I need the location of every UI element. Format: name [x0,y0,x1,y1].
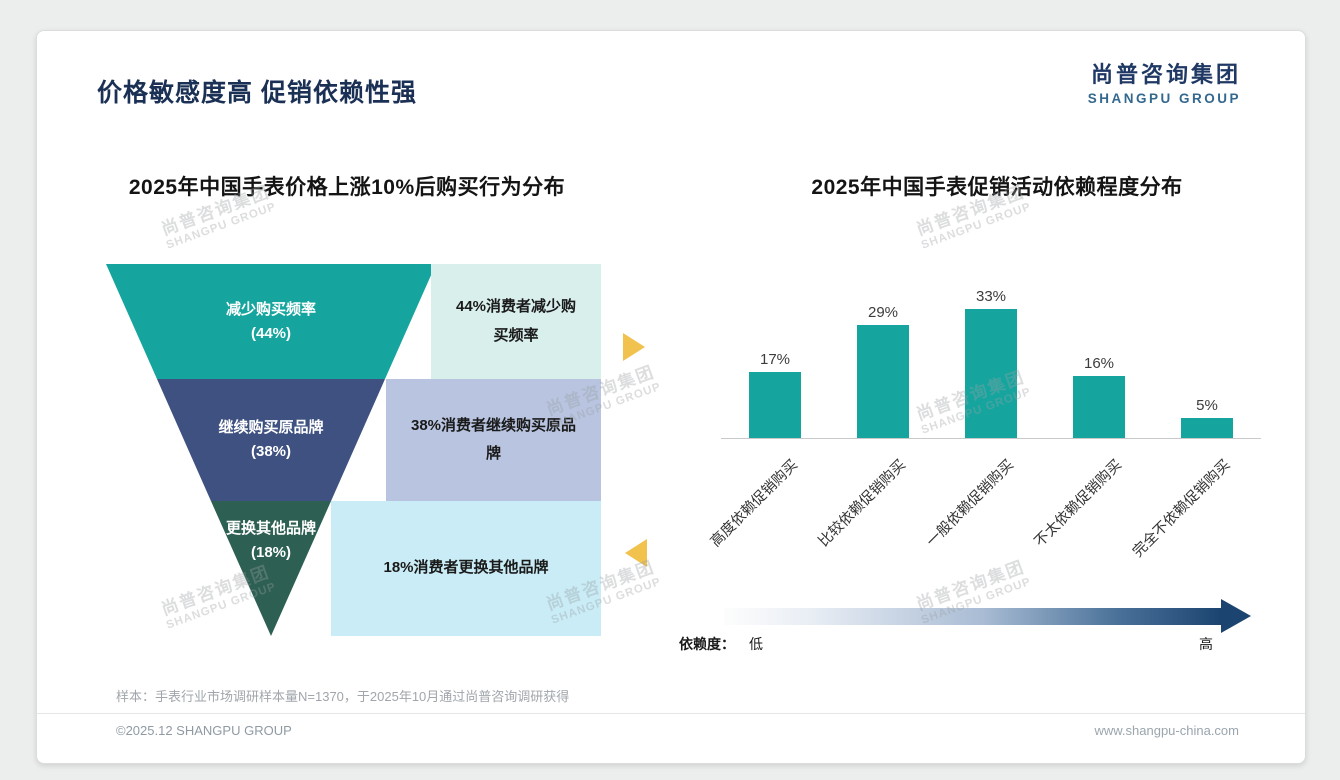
bar-group: 29% 比较依赖促销购买 [816,271,937,550]
bar [749,372,801,438]
funnel-desc-1: 44%消费者减少购买频率 [455,298,577,344]
funnel-chart-title: 2025年中国手表价格上涨10%后购买行为分布 [128,176,566,199]
sample-footnote: 样本：手表行业市场调研样本量N=1370，于2025年10月通过尚普咨询调研获得 [116,689,570,704]
funnel-segment-1-label: 减少购买频率 (44%) [106,264,436,379]
funnel-segment-2: 继续购买原品牌 (38%) [106,379,436,501]
bar [965,309,1017,438]
funnel-desc-3: 18%消费者更换其他品牌 [383,559,549,577]
bar-chart-title: 2025年中国手表促销活动依赖程度分布 [811,176,1183,199]
funnel-desc-box-3: 18%消费者更换其他品牌 [331,501,601,636]
bar-category-label: 不太依赖促销购买 [1031,456,1126,551]
funnel-segment-2-pct: (38%) [250,443,291,460]
watermark-en-text: SHANGPU GROUP [919,575,1033,627]
bar-category-label: 一般依赖促销购买 [923,456,1018,551]
footer-divider [37,713,1305,714]
dependence-low-label: 低 [749,636,763,652]
funnel-segment-3-label: 更换其他品牌 (18%) [106,501,436,636]
arrow-left-icon [625,539,647,567]
bar-group: 17% 高度依赖促销购买 [708,271,829,550]
bar-value-label: 5% [1196,397,1218,414]
dependence-gradient-bar [724,608,1221,625]
copyright-text: ©2025.12 SHANGPU GROUP [116,723,292,738]
bar-value-label: 16% [1083,355,1115,372]
bar-value-label: 29% [867,304,899,321]
funnel-desc-2: 38%消费者继续购买原品牌 [410,416,577,463]
funnel-desc-box-1: 44%消费者减少购买频率 [431,264,601,379]
bar-group: 33% 一般依赖促销购买 [924,271,1045,550]
funnel-segment-3: 更换其他品牌 (18%) [106,501,436,636]
arrow-right-icon [623,333,645,361]
company-logo: 尚普咨询集团 SHANGPU GROUP [1088,57,1241,106]
funnel-segment-2-label: 继续购买原品牌 (38%) [106,379,436,501]
watermark-en-text: SHANGPU GROUP [164,200,278,252]
dependence-axis-label: 依赖度： [679,636,735,652]
page-title: 价格敏感度高 促销依赖性强 [97,79,417,107]
funnel-segment-1-name: 减少购买频率 [225,300,316,318]
bar-category-label: 比较依赖促销购买 [815,456,910,551]
bar [1181,418,1233,438]
bar [1073,376,1125,438]
logo-cn-text: 尚普咨询集团 [1090,62,1241,87]
funnel-chart: 减少购买频率 (44%) 继续购买原品牌 (38%) 更换其他品牌 (18%) … [106,264,601,636]
dependence-high-label: 高 [1199,636,1213,652]
funnel-desc-box-2: 38%消费者继续购买原品牌 [386,379,601,501]
bar-value-label: 33% [975,288,1007,305]
funnel-segment-3-pct: (18%) [250,544,291,561]
bar [857,325,909,438]
funnel-segment-1: 减少购买频率 (44%) [106,264,436,379]
bar-category-label: 高度依赖促销购买 [707,456,802,551]
bar-value-label: 17% [759,351,791,368]
funnel-segment-1-pct: (44%) [250,324,291,342]
bar-group: 16% 不太依赖促销购买 [1032,271,1153,550]
gradient-arrowhead-icon [1221,599,1251,633]
x-axis [721,438,1261,439]
logo-en-text: SHANGPU GROUP [1087,91,1241,106]
funnel-segment-2-name: 继续购买原品牌 [218,419,324,436]
funnel-segment-3-name: 更换其他品牌 [225,520,316,537]
bar-category-label: 完全不依赖促销购买 [1129,456,1234,561]
bar-chart: 17% 高度依赖促销购买 29% 比较依赖促销购买 33% 一般依赖促销购买 1… [708,271,1261,560]
bar-group: 5% 完全不依赖促销购买 [1130,271,1261,560]
website-url: www.shangpu-china.com [1094,723,1239,738]
slide-card: 尚普咨询集团 SHANGPU GROUP 尚普咨询集团 SHANGPU GROUP … [36,30,1306,764]
watermark-en-text: SHANGPU GROUP [919,200,1033,252]
